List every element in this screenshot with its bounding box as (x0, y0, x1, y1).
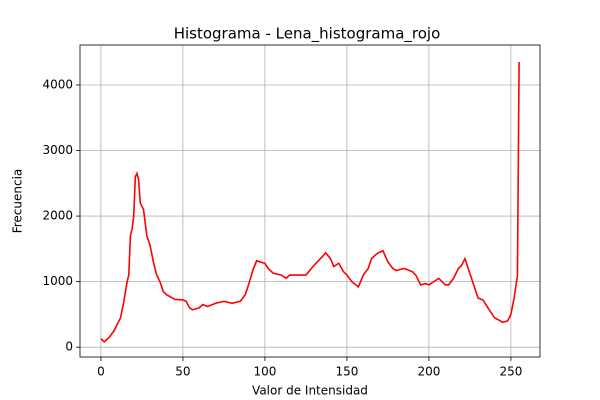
x-axis-label: Valor de Intensidad (252, 384, 368, 398)
plot-frame (79, 44, 541, 358)
x-tick-label: 200 (417, 365, 440, 379)
y-tick-label: 1000 (42, 274, 73, 288)
x-tick-label: 150 (335, 365, 358, 379)
x-tick-label: 100 (253, 365, 276, 379)
y-axis-label: Frecuencia (11, 169, 25, 234)
y-tick-label: 3000 (42, 143, 73, 157)
x-tick-label: 0 (97, 365, 105, 379)
y-tick-label: 2000 (42, 209, 73, 223)
x-tick-label: 50 (175, 365, 190, 379)
chart-title: Histograma - Lena_histograma_rojo (174, 25, 441, 44)
y-tick-label: 4000 (42, 77, 73, 91)
x-tick-label: 250 (499, 365, 522, 379)
data-line (100, 62, 520, 344)
y-tick-label: 0 (65, 340, 73, 354)
